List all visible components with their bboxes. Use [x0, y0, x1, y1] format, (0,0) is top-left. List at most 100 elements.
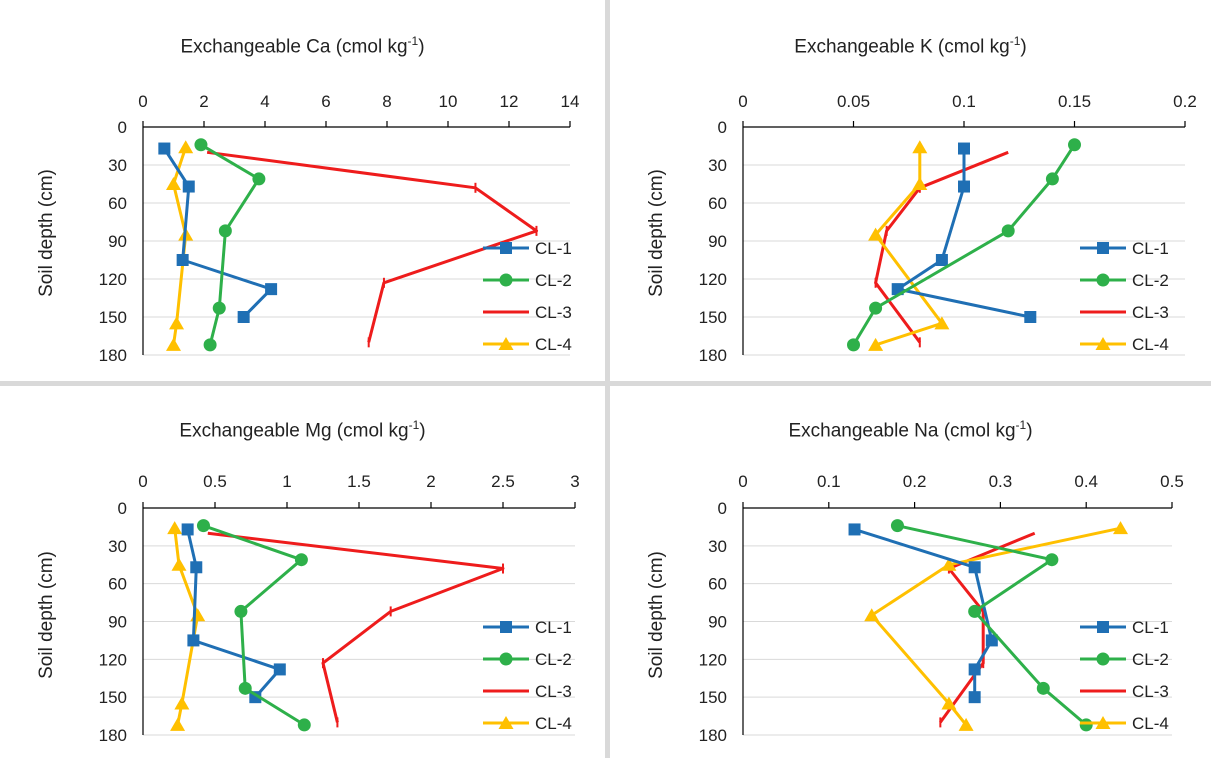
chart-title-end: )	[1026, 420, 1033, 442]
data-point	[1024, 311, 1037, 323]
chart-panel-mg: Exchangeable Mg (cmol kg-1) Soil depth (…	[0, 386, 605, 758]
chart-title-end: )	[419, 420, 426, 442]
series-cl-3	[206, 150, 538, 348]
legend-label: CL-2	[1132, 650, 1169, 669]
data-point	[848, 523, 861, 536]
legend-item-cl-3: CL-3	[483, 682, 572, 701]
data-point	[958, 142, 970, 155]
legend-label: CL-2	[1132, 271, 1169, 290]
legend-label: CL-1	[1132, 239, 1169, 258]
legend-marker	[498, 337, 514, 350]
data-point	[238, 681, 252, 695]
x-tick-label: 1.5	[347, 472, 371, 491]
legend-label: CL-2	[535, 271, 572, 290]
legend-marker	[498, 716, 514, 729]
series-cl-3	[207, 531, 505, 728]
legend-label: CL-4	[535, 714, 572, 733]
x-tick-label: 14	[561, 92, 580, 111]
data-point	[890, 519, 904, 533]
data-point	[190, 561, 203, 574]
x-tick-label: 0	[138, 472, 147, 491]
legend-item-cl-2: CL-2	[1080, 271, 1169, 290]
series-cl-2	[847, 138, 1081, 352]
data-point	[1068, 138, 1081, 152]
x-tick-label: 0.1	[952, 92, 976, 111]
series-line	[874, 150, 1009, 344]
data-point	[912, 177, 928, 190]
chart-title: Exchangeable Na (cmol kg-1)	[610, 418, 1211, 442]
y-tick-label: 0	[718, 499, 727, 518]
legend-item-cl-1: CL-1	[483, 239, 572, 258]
data-point	[1113, 521, 1129, 535]
data-point	[273, 663, 286, 676]
x-tick-label: 0	[138, 92, 147, 111]
data-point	[868, 227, 884, 241]
chart-svg: 0 30 60 90 120 150 180 0 2 4 6 8 10 12 14 CL-1 CL-2 CL-3 C…	[99, 92, 580, 365]
legend-item-cl-4: CL-4	[1080, 714, 1169, 733]
series-cl-4	[864, 521, 1129, 731]
chart-title-end: )	[418, 36, 425, 58]
data-point	[237, 311, 250, 323]
data-point	[968, 604, 982, 618]
data-point	[166, 177, 181, 190]
series-cl-4	[167, 521, 206, 731]
data-point	[169, 316, 185, 330]
x-tick-label: 2	[199, 92, 208, 111]
legend-label: CL-4	[535, 335, 572, 354]
legend-marker	[1095, 337, 1111, 350]
data-point	[178, 140, 194, 154]
data-point	[941, 696, 957, 710]
legend-marker	[499, 652, 513, 666]
data-point	[958, 717, 974, 731]
legend-marker	[1096, 273, 1110, 287]
legend-label: CL-3	[535, 682, 572, 701]
y-tick-label: 60	[708, 575, 727, 594]
series-line	[186, 529, 282, 699]
data-point	[968, 663, 981, 676]
legend-label: CL-1	[1132, 618, 1169, 637]
legend-marker	[1096, 652, 1110, 666]
data-point	[1001, 224, 1015, 238]
chart-title-text: Exchangeable Na (cmol kg	[788, 420, 1016, 442]
series-cl-2	[196, 519, 311, 732]
chart-svg: 0 30 60 90 120 150 180 0 0.5 1 1.5 2 2.5 3 CL-1 CL-2 CL-…	[99, 472, 580, 745]
legend-marker	[1097, 621, 1109, 633]
legend-label: CL-1	[535, 239, 572, 258]
y-tick-label: 180	[99, 346, 127, 365]
y-tick-label: 180	[699, 346, 727, 365]
series-line	[203, 524, 306, 727]
legend-item-cl-2: CL-2	[483, 271, 572, 290]
legend-item-cl-1: CL-1	[483, 618, 572, 637]
legend-label: CL-3	[1132, 303, 1169, 322]
data-point	[968, 561, 981, 574]
y-tick-label: 150	[699, 308, 727, 327]
chart-title-superscript: -1	[407, 34, 419, 48]
data-point	[1036, 681, 1050, 695]
data-point	[1045, 172, 1059, 186]
y-tick-label: 0	[118, 118, 127, 137]
y-tick-label: 150	[699, 688, 727, 707]
legend-marker	[1097, 242, 1109, 254]
x-tick-label: 0.3	[989, 472, 1013, 491]
chart-title: Exchangeable Ca (cmol kg-1)	[0, 34, 605, 58]
data-point	[176, 254, 189, 266]
chart-title-end: )	[1020, 36, 1027, 58]
y-tick-label: 90	[708, 232, 727, 251]
x-tick-label: 0.5	[1160, 472, 1184, 491]
legend-item-cl-3: CL-3	[1080, 682, 1169, 701]
legend-item-cl-2: CL-2	[483, 650, 572, 669]
legend-label: CL-4	[1132, 714, 1169, 733]
data-point	[182, 180, 195, 193]
y-tick-label: 30	[708, 156, 727, 175]
x-tick-label: 0.15	[1058, 92, 1091, 111]
x-tick-label: 0.5	[203, 472, 227, 491]
data-point	[158, 142, 171, 155]
chart-title-superscript: -1	[408, 418, 420, 432]
x-tick-label: 6	[321, 92, 330, 111]
legend-marker	[500, 242, 512, 254]
legend-item-cl-3: CL-3	[483, 303, 572, 322]
series-line	[200, 143, 261, 346]
legend-marker	[1095, 716, 1111, 729]
y-tick-label: 90	[708, 613, 727, 632]
data-point	[218, 224, 232, 238]
